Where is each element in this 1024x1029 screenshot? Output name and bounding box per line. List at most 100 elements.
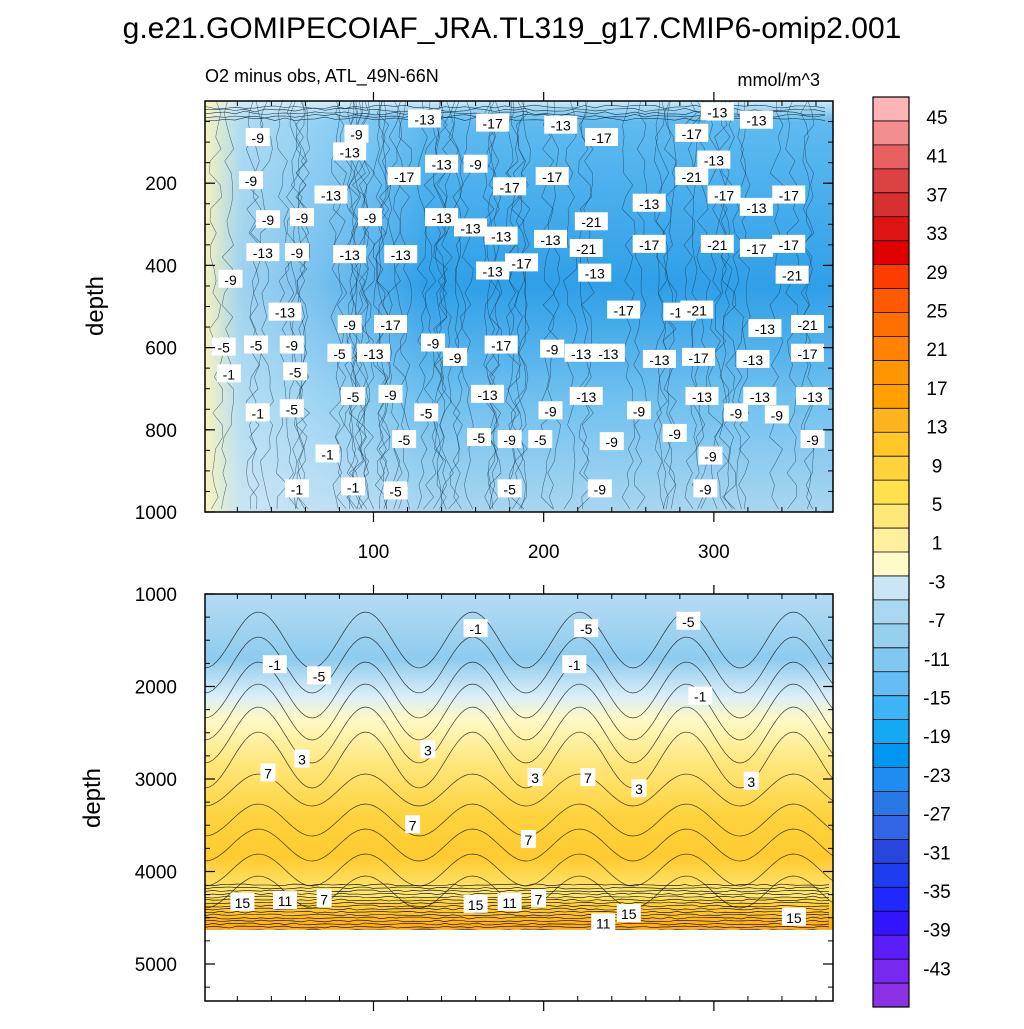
upper-contour-label-bg [607,300,641,319]
upper-contour-line [510,101,525,510]
upper-contour-label: -13 [321,188,341,204]
lower-contour-label: 3 [635,781,643,797]
lower-contour-label: 11 [278,893,293,909]
colorbar-bin [873,791,909,816]
lower-contour-label: 3 [531,770,539,786]
lower-bottom-contour [205,922,830,926]
upper-contour-label: -5 [473,430,486,446]
upper-contour-label: -13 [598,346,618,362]
lower-contour-label-bg [574,619,599,638]
lower-contour-label-bg [781,907,806,926]
upper-contour-label: -13 [483,264,503,280]
upper-contour-line [718,101,733,510]
colorbar-bin [873,863,909,888]
colorbar-bin [873,767,909,792]
lower-contour-label-bg [294,749,310,768]
upper-contour-label-bg [538,401,563,420]
upper-contour-label: -9 [668,426,681,442]
upper-contour-label: -17 [511,255,531,271]
lower-contour-label-bg [527,768,543,787]
lower-contour-label: 11 [502,895,517,911]
upper-contour-label: -13 [363,346,383,362]
upper-contour-label: -9 [704,449,717,465]
upper-contour-label: -13 [571,346,591,362]
upper-contour-label-bg [211,337,236,356]
lower-contour-line [205,706,833,764]
upper-contour-label: -17 [639,237,659,253]
upper-contour-label: -13 [275,305,295,321]
upper-contour-label: -21 [682,169,702,185]
upper-contour-label: -17 [591,130,611,146]
upper-contour-label: -13 [746,113,766,129]
lower-contour-label-bg [260,763,276,782]
upper-contour-label: -5 [398,432,411,448]
upper-contour-label-bg [279,399,304,418]
upper-contour-line [714,101,729,510]
colorbar-label: 9 [932,456,943,477]
lower-contour-line [205,661,833,719]
lower-contour-label: 7 [320,891,328,907]
lower-axes: 1000 2000 3000 4000 5000 [135,585,833,1011]
lower-contour-label: 15 [235,895,251,911]
colorbar-bin [873,935,909,960]
upper-contour-label-bg [700,102,734,121]
lower-contour-line [205,683,833,741]
colorbar-bin [873,599,909,625]
colorbar-label: -3 [929,572,946,593]
upper-contour-label: -13 [802,389,822,405]
upper-contour-label: -5 [347,389,360,405]
colorbar-bin [873,97,909,122]
lower-y-axis-label: depth [79,768,106,828]
colorbar-bin [873,192,909,218]
upper-contour-label: -13 [639,196,659,212]
upper-contour-label-bg [682,347,716,366]
upper-contour-label-bg [739,110,773,129]
upper-contour-label: -5 [420,405,433,421]
upper-contour-label-bg [484,226,518,245]
upper-y-tick-label: 1000 [135,503,177,524]
colorbar-bin [873,432,909,457]
upper-contour-label-bg [246,243,280,262]
upper-contour-label: -17 [682,126,702,142]
upper-contour-label-bg [387,167,421,186]
colorbar-label: -15 [923,689,950,710]
upper-contour-line [563,101,578,510]
colorbar-bin [873,647,909,673]
colorbar-bin [873,623,909,649]
lower-contour-label-bg [497,892,522,911]
upper-contour-label: -13 [540,232,560,248]
lower-contour-label-bg [463,894,488,913]
upper-contour-line [372,101,387,510]
colorbar-frame [872,96,910,1008]
upper-contour-label: -9 [286,338,299,354]
upper-contour-label: -13 [704,153,724,169]
upper-contour-label-bg [775,265,809,284]
upper-contour-line [249,101,264,510]
upper-contour-label-bg [476,261,510,280]
upper-contour-label-bg [736,349,770,368]
upper-contour-label: -13 [707,105,727,121]
colorbar-bin [873,384,909,409]
upper-contour-line [351,101,367,510]
upper-contour-lines [205,101,826,510]
lower-contour-label: 7 [409,817,417,833]
upper-contour-label: -13 [340,144,360,160]
lower-contour-label-bg [316,889,332,908]
upper-contour-label: -9 [730,405,743,421]
upper-contour-line [245,101,261,510]
upper-contour-label: -17 [688,350,708,366]
colorbar: 45 41 37 33 29 25 21 17 13 9 5 1 -3 -7 -11 -15 -19 -23 -27… [872,96,951,1008]
upper-contour-line [488,101,503,510]
lower-contour-label-bg [743,771,759,790]
upper-contour-label-bg [414,403,439,422]
upper-contour-label-bg [425,154,459,173]
upper-contour-line [732,101,746,510]
upper-y-tick-label: 600 [145,339,177,360]
upper-contour-line [329,101,344,510]
colorbar-bin [873,216,909,241]
upper-contour-label: -17 [614,303,634,319]
upper-contour-label-bg [675,167,709,186]
upper-contour-label-bg [574,212,608,231]
upper-panel: O2 minus obs, ATL_49N-66N mmol/m^3 -9-13… [82,66,834,563]
